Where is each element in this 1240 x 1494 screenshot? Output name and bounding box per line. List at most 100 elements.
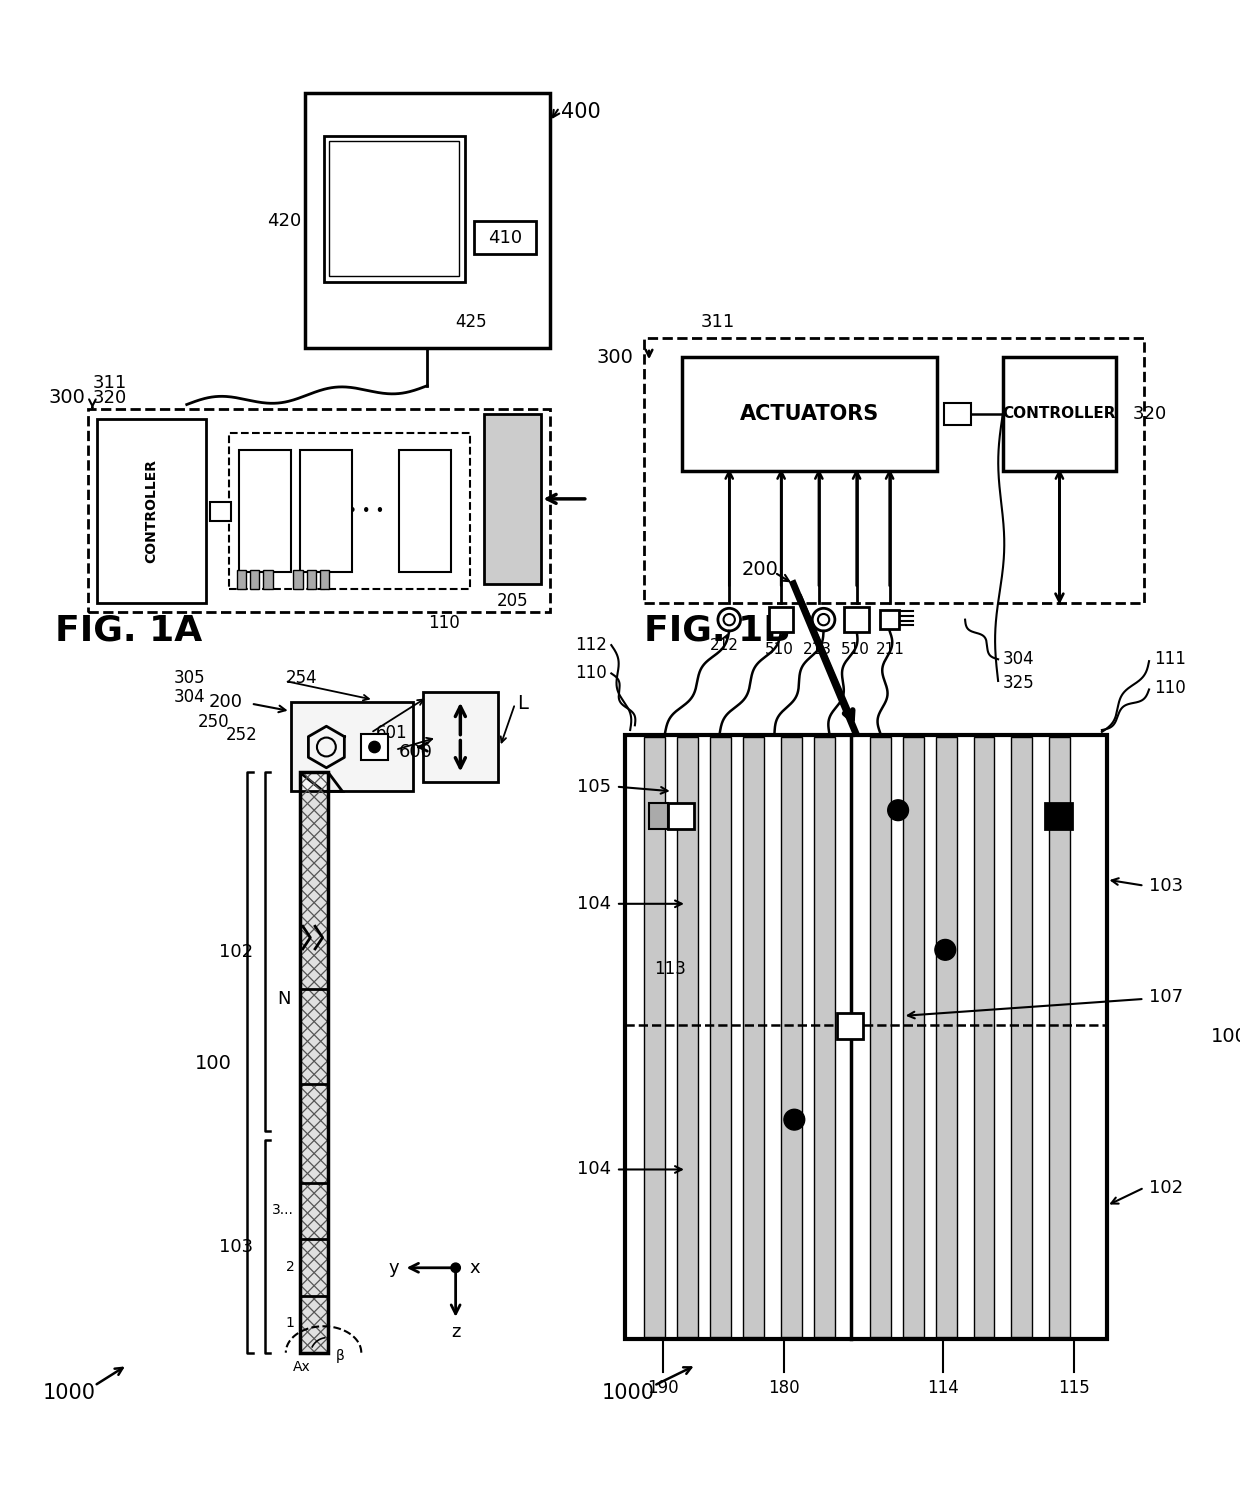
Text: 425: 425 (455, 314, 487, 332)
Bar (238, 450, 290, 572)
Bar (329, 142, 459, 276)
Text: 410: 410 (487, 229, 522, 247)
Bar (320, 569, 329, 589)
Text: 1000: 1000 (601, 1383, 655, 1403)
Text: 1: 1 (285, 1316, 294, 1330)
Text: 103: 103 (218, 1239, 253, 1256)
Text: 310a: 310a (247, 503, 281, 518)
Bar (263, 569, 273, 589)
Bar (361, 734, 388, 760)
Text: 422: 422 (373, 199, 415, 220)
Bar (290, 702, 413, 792)
Text: 320: 320 (93, 388, 126, 406)
Text: 103: 103 (1149, 877, 1183, 895)
Text: N: N (277, 991, 290, 1008)
Text: 600: 600 (399, 743, 433, 760)
Text: 254: 254 (285, 669, 317, 687)
Bar (903, 737, 924, 1337)
Text: CONTROLLER: CONTROLLER (1003, 406, 1116, 421)
Bar (300, 450, 352, 572)
Text: 211: 211 (875, 642, 904, 657)
Circle shape (935, 940, 956, 961)
Bar (300, 772, 329, 1352)
Bar (677, 737, 698, 1337)
Bar (945, 403, 971, 426)
Bar (324, 136, 465, 282)
Text: y: y (389, 1259, 399, 1277)
Bar (211, 502, 231, 520)
Bar (250, 569, 259, 589)
Bar (1003, 357, 1116, 471)
Bar (625, 735, 1106, 1339)
Bar (1049, 737, 1070, 1337)
Text: ACTUATORS: ACTUATORS (740, 403, 879, 424)
Bar (869, 737, 890, 1337)
Text: 325: 325 (1003, 674, 1034, 692)
Bar (237, 569, 247, 589)
Text: 213: 213 (802, 642, 832, 657)
Text: 110: 110 (575, 665, 606, 683)
Bar (815, 737, 835, 1337)
Text: 112: 112 (574, 636, 606, 654)
Text: 1000: 1000 (42, 1383, 95, 1403)
Bar (475, 221, 536, 254)
Bar (97, 418, 206, 602)
Text: • • •: • • • (347, 503, 384, 518)
Bar (306, 569, 316, 589)
Text: 212: 212 (711, 638, 739, 653)
Bar (744, 737, 764, 1337)
Text: 100: 100 (1210, 1028, 1240, 1046)
Bar (1012, 737, 1032, 1337)
Text: 114: 114 (928, 1379, 959, 1397)
Text: 107: 107 (1149, 988, 1183, 1005)
Text: CONTROLLER: CONTROLLER (144, 459, 157, 563)
Text: 104: 104 (577, 1161, 611, 1179)
Text: 320: 320 (1133, 405, 1167, 423)
Text: 250: 250 (197, 714, 229, 732)
Bar (484, 414, 541, 584)
Text: 300: 300 (48, 388, 86, 408)
Bar (88, 409, 551, 613)
Text: 205: 205 (496, 592, 528, 610)
Text: 252: 252 (226, 726, 258, 744)
Text: 180: 180 (769, 1379, 800, 1397)
Circle shape (888, 799, 909, 820)
Bar (781, 737, 802, 1337)
Text: 304: 304 (174, 689, 206, 707)
Bar (880, 610, 899, 629)
Text: 111: 111 (1153, 650, 1185, 668)
Text: 104: 104 (577, 895, 611, 913)
Text: L: L (517, 695, 528, 713)
Bar (645, 737, 665, 1337)
Bar (294, 569, 303, 589)
Text: 310b: 310b (308, 503, 343, 518)
Text: 105: 105 (577, 777, 611, 796)
Text: 601: 601 (376, 725, 407, 743)
Circle shape (784, 1109, 805, 1129)
Text: 400: 400 (562, 102, 601, 123)
Text: 311: 311 (701, 312, 735, 330)
Text: z: z (451, 1322, 460, 1342)
Text: 200: 200 (742, 560, 779, 580)
Circle shape (368, 741, 381, 753)
Text: 304: 304 (1003, 650, 1034, 668)
Bar (936, 737, 956, 1337)
Bar (423, 692, 498, 781)
Text: 110: 110 (429, 614, 460, 632)
Text: 113: 113 (653, 959, 686, 977)
Text: 3...: 3... (273, 1203, 294, 1218)
Bar (305, 93, 551, 348)
Text: 311: 311 (93, 374, 126, 391)
Text: 510: 510 (765, 642, 794, 657)
Text: 420: 420 (267, 212, 301, 230)
Text: 310m: 310m (404, 503, 444, 518)
Bar (1045, 802, 1071, 829)
Text: x: x (470, 1259, 480, 1277)
Bar (668, 802, 694, 829)
Bar (711, 737, 732, 1337)
Bar (645, 339, 1145, 602)
Bar (837, 1013, 863, 1040)
Text: β: β (336, 1349, 345, 1364)
Text: 305: 305 (174, 669, 206, 687)
Bar (973, 737, 994, 1337)
